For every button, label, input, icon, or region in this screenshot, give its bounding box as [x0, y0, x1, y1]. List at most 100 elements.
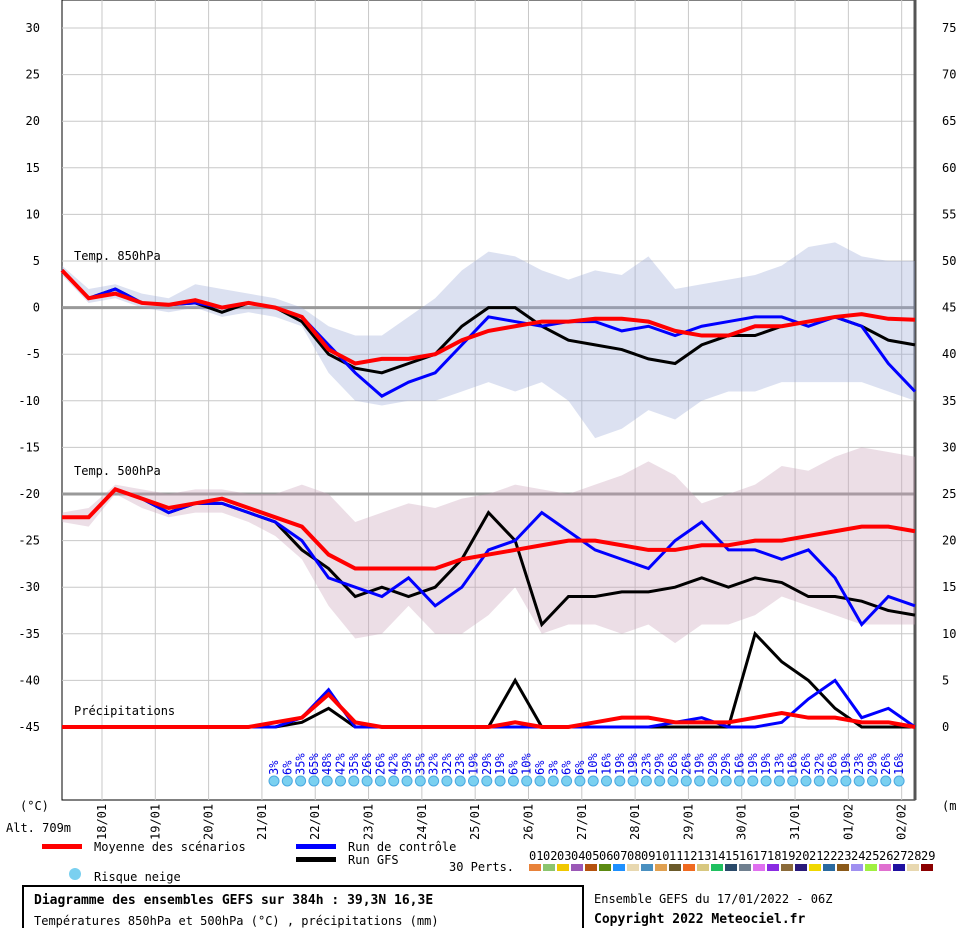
- x-tick-label: 01/02: [841, 804, 855, 840]
- snow-risk-percent: 26%: [826, 753, 840, 775]
- x-tick-label: 24/01: [415, 804, 429, 840]
- y-right-tick-label: 10: [942, 627, 956, 641]
- snow-risk-icon: [494, 775, 506, 787]
- legend-pert-swatch: [739, 864, 751, 871]
- legend-pert-swatch: [851, 864, 863, 871]
- y-right-tick-label: 0: [942, 720, 949, 734]
- legend-pert-number: 26: [879, 849, 893, 863]
- legend-pert-number: 28: [907, 849, 921, 863]
- snow-risk-icon: [295, 775, 307, 787]
- snow-risk-icon: [481, 775, 493, 787]
- series-line-t850-moyenne-des-sc-narios: [60, 268, 916, 366]
- snow-risk-percent: 3%: [546, 760, 560, 775]
- snow-risk-percent: 29%: [719, 753, 733, 775]
- legend-pert-swatch: [781, 864, 793, 871]
- run-info: Ensemble GEFS du 17/01/2022 - 06Z: [594, 892, 833, 906]
- legend-pert-swatch: [655, 864, 667, 871]
- y-right-tick-label: 15: [942, 580, 956, 594]
- x-tick-label: 27/01: [575, 804, 589, 840]
- x-tick-label: 18/01: [95, 804, 109, 840]
- y-right-tick-label: 25: [942, 487, 956, 501]
- snow-risk-percent: 35%: [413, 753, 427, 775]
- altitude-label: Alt. 709m: [6, 821, 71, 835]
- legend-pert-number: 13: [697, 849, 711, 863]
- y-left-tick-label: 0: [33, 301, 40, 315]
- snow-risk-icon: [401, 775, 413, 787]
- snow-risk-icon: [654, 775, 666, 787]
- x-tick-label: 02/02: [895, 804, 909, 840]
- snow-risk-icon: [361, 775, 373, 787]
- legend-pert-swatch: [599, 864, 611, 871]
- snow-risk-icon: [414, 775, 426, 787]
- legend-pert-swatch: [669, 864, 681, 871]
- series-line-t500-moyenne-des-sc-narios: [62, 487, 916, 571]
- legend-pert-swatch: [907, 864, 919, 871]
- y-left-tick-label: 10: [26, 207, 40, 221]
- y-left-tick-label: -15: [18, 440, 40, 454]
- snow-risk-percent: 19%: [613, 753, 627, 775]
- legend-pert-number: 17: [753, 849, 767, 863]
- y-right-tick-label: 55: [942, 207, 956, 221]
- y-right-tick-label: 60: [942, 161, 956, 175]
- snow-risk-percent: 26%: [799, 753, 813, 775]
- y-right-tick-label: 35: [942, 394, 956, 408]
- legend-pert-number: 05: [585, 849, 599, 863]
- x-tick-label: 21/01: [255, 804, 269, 840]
- legend-pert-swatch: [613, 864, 625, 871]
- snow-risk-icon: [308, 775, 320, 787]
- legend-pert-swatch: [627, 864, 639, 871]
- x-tick-label: 30/01: [735, 804, 749, 840]
- snow-risk-icon: [534, 775, 546, 787]
- snow-risk-icon: [374, 775, 386, 787]
- legend-pert-number: 23: [837, 849, 851, 863]
- snow-risk-percent: 39%: [400, 753, 414, 775]
- snow-risk-percent: 19%: [693, 753, 707, 775]
- legend-pert-swatch: [823, 864, 835, 871]
- snow-risk-percent: 26%: [373, 753, 387, 775]
- snow-risk-percent: 19%: [493, 753, 507, 775]
- snow-risk-percent: 23%: [639, 753, 653, 775]
- snow-risk-percent: 6%: [506, 760, 520, 775]
- snow-risk-icon: [893, 775, 905, 787]
- snow-risk-icon: [507, 775, 519, 787]
- snow-risk-percent: 10%: [520, 753, 534, 775]
- legend-pert-number: 27: [893, 849, 907, 863]
- legend-pert-swatch: [837, 864, 849, 871]
- legend-pert-number: 19: [781, 849, 795, 863]
- series-line-precip-moyenne-des-sc-narios: [62, 691, 916, 729]
- chart-subtitle: Températures 850hPa et 500hPa (°C) , pré…: [34, 914, 439, 928]
- panel-label-precip: Précipitations: [74, 704, 175, 718]
- title-box: Diagramme des ensembles GEFS sur 384h : …: [22, 885, 584, 928]
- snow-risk-icon: [707, 775, 719, 787]
- legend-mean-swatch: [42, 844, 82, 849]
- y-left-tick-label: -30: [18, 580, 40, 594]
- y-left-tick-label: 15: [26, 161, 40, 175]
- snow-risk-percent: 35%: [294, 753, 308, 775]
- snow-risk-icon: [694, 775, 706, 787]
- snow-risk-icon: [853, 775, 865, 787]
- snow-risk-percent: 26%: [360, 753, 374, 775]
- legend-pert-swatch: [683, 864, 695, 871]
- snow-risk-percent: 29%: [706, 753, 720, 775]
- snow-risk-percent: 6%: [573, 760, 587, 775]
- snow-risk-percent: 42%: [334, 753, 348, 775]
- legend-pert-number: 09: [641, 849, 655, 863]
- legend-snow-label: Risque neige: [94, 870, 181, 884]
- legend-mean-label: Moyenne des scénarios: [94, 840, 246, 854]
- snow-risk-icon: [773, 775, 785, 787]
- snow-risk-icon: [867, 775, 878, 787]
- y-left-tick-label: 25: [26, 68, 40, 82]
- y-right-tick-label: 65: [942, 114, 956, 128]
- legend-pert-number: 01: [529, 849, 543, 863]
- snow-risk-percent: 10%: [586, 753, 600, 775]
- y-right-tick-label: 40: [942, 347, 956, 361]
- copyright: Copyright 2022 Meteociel.fr: [594, 912, 806, 927]
- legend-pert-swatch: [795, 864, 807, 871]
- legend-pert-swatch: [585, 864, 597, 871]
- snow-risk-percent: 3%: [267, 760, 281, 775]
- legend-pert-number: 02: [543, 849, 557, 863]
- y-left-tick-label: 5: [33, 254, 40, 268]
- y-left-tick-label: -35: [18, 627, 40, 641]
- x-tick-label: 28/01: [628, 804, 642, 840]
- x-tick-label: 19/01: [148, 804, 162, 840]
